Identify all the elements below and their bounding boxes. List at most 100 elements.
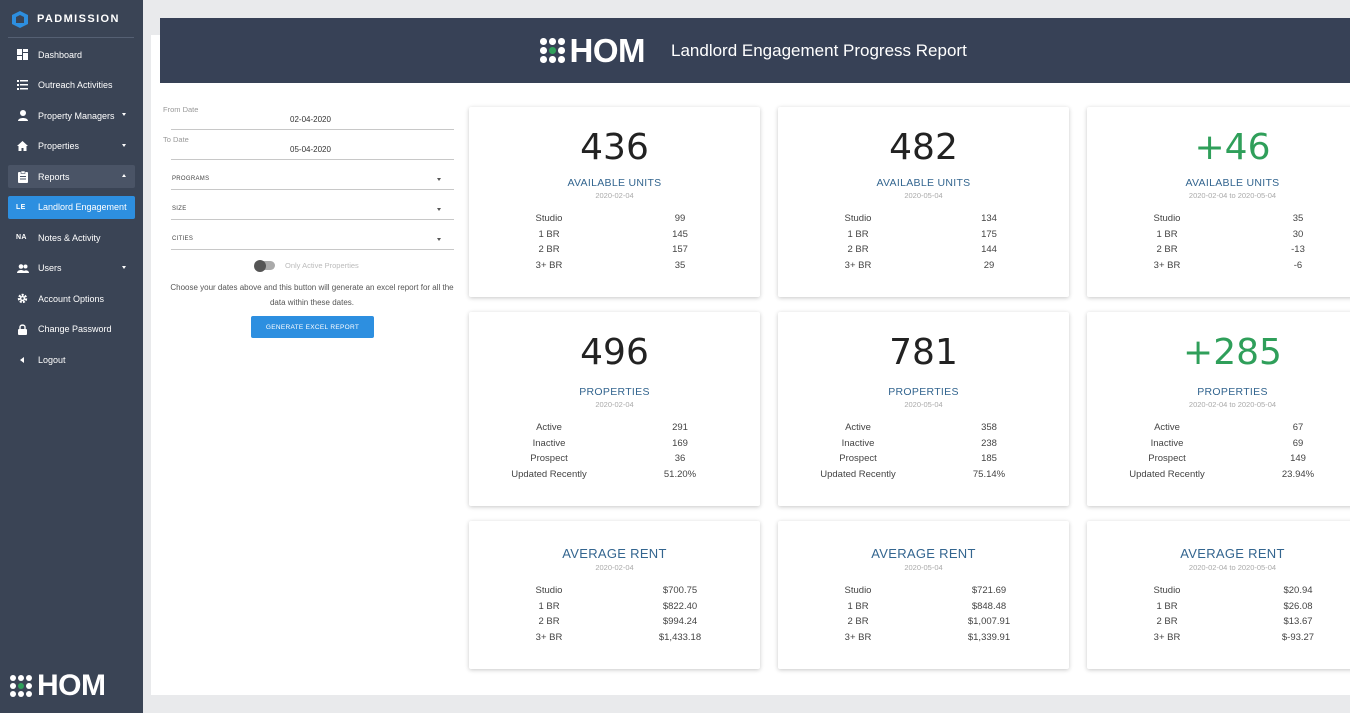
breakdown-key: Prospect bbox=[530, 453, 568, 464]
breakdown-key: Studio bbox=[844, 213, 872, 224]
breakdown-key: 3+ BR bbox=[535, 259, 563, 271]
breakdown-value: $1,007.91 bbox=[967, 616, 1011, 627]
cities-select[interactable]: CITIES bbox=[162, 226, 454, 250]
sidebar-item-change-password[interactable]: Change Password bbox=[8, 318, 135, 341]
help-text: Choose your dates above and this button … bbox=[170, 283, 454, 307]
sidebar-item-reports[interactable]: Reports bbox=[8, 165, 135, 188]
breakdown-key: 2 BR bbox=[1156, 616, 1178, 627]
sidebar-item-properties[interactable]: Properties bbox=[8, 135, 135, 158]
breakdown-value: 69 bbox=[1292, 437, 1304, 449]
stat-date: 2020-05-04 bbox=[904, 563, 943, 572]
sidebar-item-label: Logout bbox=[38, 354, 66, 365]
stat-date: 2020-05-04 bbox=[904, 400, 943, 409]
breakdown-row: 1 BR 30 bbox=[1087, 229, 1350, 245]
breakdown-value: 144 bbox=[981, 244, 997, 255]
breakdown-key: 2 BR bbox=[538, 616, 560, 627]
active-properties-toggle[interactable] bbox=[254, 259, 275, 272]
brand[interactable]: PADMISSION bbox=[12, 9, 120, 29]
chevron-down-icon bbox=[122, 265, 126, 269]
filters-panel: From Date 02-04-2020 To Date 05-04-2020 … bbox=[162, 100, 462, 338]
breakdown-row: Studio $700.75 bbox=[469, 585, 760, 601]
sidebar-item-notes-activity[interactable]: NA Notes & Activity bbox=[8, 226, 135, 249]
sidebar-item-label: Property Managers bbox=[38, 110, 115, 121]
breakdown-row: 1 BR 175 bbox=[778, 229, 1069, 245]
breakdown-key: 3+ BR bbox=[844, 259, 872, 271]
dropdown-arrow-icon bbox=[437, 178, 441, 181]
breakdown-key: 1 BR bbox=[1156, 600, 1178, 612]
breakdown-value: 51.20% bbox=[663, 468, 697, 480]
stat-date: 2020-02-04 to 2020-05-04 bbox=[1188, 191, 1277, 200]
breakdown-key: 3+ BR bbox=[1153, 259, 1181, 271]
breakdown-row: 1 BR 145 bbox=[469, 229, 760, 245]
breakdown-key: 1 BR bbox=[847, 228, 869, 240]
sidebar-item-logout[interactable]: Logout bbox=[8, 348, 135, 371]
breakdown-row: Studio 134 bbox=[778, 213, 1069, 229]
sidebar-item-label: Landlord Engagement bbox=[38, 202, 127, 212]
breakdown-key: Active bbox=[845, 422, 871, 433]
sidebar-item-label: Change Password bbox=[38, 324, 112, 334]
programs-select[interactable]: PROGRAMS bbox=[162, 166, 454, 190]
breakdown-key: Updated Recently bbox=[1129, 468, 1205, 480]
stat-card: +46 AVAILABLE UNITS 2020-02-04 to 2020-05-… bbox=[1087, 107, 1350, 297]
stat-value: +46 bbox=[1194, 127, 1271, 168]
size-select[interactable]: SIZE bbox=[162, 196, 454, 220]
stat-value: 436 bbox=[580, 127, 649, 168]
programs-select-value: PROGRAMS bbox=[172, 176, 210, 182]
stat-value: 482 bbox=[889, 127, 958, 168]
breakdown-key: Inactive bbox=[532, 437, 566, 449]
stat-breakdown: Studio $20.94 1 BR $26.08 2 BR $13.67 3+ BR $-9… bbox=[1087, 585, 1350, 647]
sidebar-item-dashboard[interactable]: Dashboard bbox=[8, 43, 135, 66]
breakdown-key: Active bbox=[1154, 422, 1180, 433]
breakdown-row: Prospect 149 bbox=[1087, 453, 1350, 469]
breakdown-key: Active bbox=[536, 422, 562, 433]
breakdown-key: 1 BR bbox=[1156, 228, 1178, 240]
lock-icon bbox=[16, 323, 29, 336]
to-date-field[interactable]: To Date 05-04-2020 bbox=[162, 130, 454, 160]
stat-date: 2020-02-04 bbox=[595, 191, 634, 200]
home-icon bbox=[16, 140, 29, 153]
breakdown-row: Studio 99 bbox=[469, 213, 760, 229]
breakdown-row: Updated Recently 75.14% bbox=[778, 469, 1069, 485]
sidebar-item-label: Properties bbox=[38, 141, 80, 151]
breakdown-row: Active 291 bbox=[469, 422, 760, 438]
from-date-field[interactable]: From Date 02-04-2020 bbox=[162, 100, 454, 130]
stat-metric-label: AVERAGE RENT bbox=[871, 546, 976, 561]
breakdown-row: Studio $20.94 bbox=[1087, 585, 1350, 601]
breakdown-value: $20.94 bbox=[1283, 585, 1313, 596]
breakdown-value: 23.94% bbox=[1281, 468, 1315, 480]
breakdown-row: Inactive 69 bbox=[1087, 438, 1350, 454]
sidebar-item-account-options[interactable]: Account Options bbox=[8, 287, 135, 310]
breakdown-value: $700.75 bbox=[662, 585, 698, 596]
stat-card: AVERAGE RENT 2020-05-04 Studio $721.69 1 BR $… bbox=[778, 521, 1069, 669]
stat-metric-label: AVAILABLE UNITS bbox=[876, 177, 971, 189]
stat-date: 2020-02-04 to 2020-05-04 bbox=[1188, 563, 1277, 572]
stat-value: +285 bbox=[1183, 332, 1282, 373]
brand-name: PADMISSION bbox=[37, 13, 120, 25]
sidebar-item-users[interactable]: Users bbox=[8, 257, 135, 280]
dashboard-icon bbox=[16, 48, 29, 61]
breakdown-row: Studio $721.69 bbox=[778, 585, 1069, 601]
breakdown-key: Inactive bbox=[1150, 437, 1184, 449]
sidebar-hom-logo: HOM bbox=[10, 671, 106, 701]
stat-date: 2020-02-04 to 2020-05-04 bbox=[1188, 400, 1277, 409]
sidebar-item-label: Reports bbox=[38, 171, 70, 182]
breakdown-key: 3+ BR bbox=[844, 631, 872, 643]
chevron-up-icon bbox=[122, 174, 126, 177]
stat-breakdown: Studio $700.75 1 BR $822.40 2 BR $994.24 3+ BR… bbox=[469, 585, 760, 647]
chevron-left-icon bbox=[16, 353, 29, 366]
breakdown-value: 149 bbox=[1290, 453, 1306, 464]
sidebar-item-outreach[interactable]: Outreach Activities bbox=[8, 74, 135, 97]
stat-card: AVERAGE RENT 2020-02-04 to 2020-05-04 Stud… bbox=[1087, 521, 1350, 669]
breakdown-value: 238 bbox=[981, 437, 997, 449]
sidebar-item-landlord-engagement[interactable]: LE Landlord Engagement bbox=[8, 195, 135, 219]
cities-select-value: CITIES bbox=[172, 236, 194, 242]
breakdown-row: 2 BR $994.24 bbox=[469, 616, 760, 632]
sidebar-item-property-managers[interactable]: Property Managers bbox=[8, 104, 135, 127]
breakdown-value: $-93.27 bbox=[1281, 631, 1315, 643]
generate-excel-report-button[interactable]: GENERATE EXCEL REPORT bbox=[251, 316, 374, 338]
report-header: HOM Landlord Engagement Progress Report bbox=[160, 18, 1350, 83]
breakdown-row: Active 358 bbox=[778, 422, 1069, 438]
breakdown-row: 2 BR 157 bbox=[469, 244, 760, 260]
stat-date: 2020-02-04 bbox=[595, 400, 634, 409]
stat-breakdown: Studio 99 1 BR 145 2 BR 157 3+ BR 35 bbox=[469, 213, 760, 275]
